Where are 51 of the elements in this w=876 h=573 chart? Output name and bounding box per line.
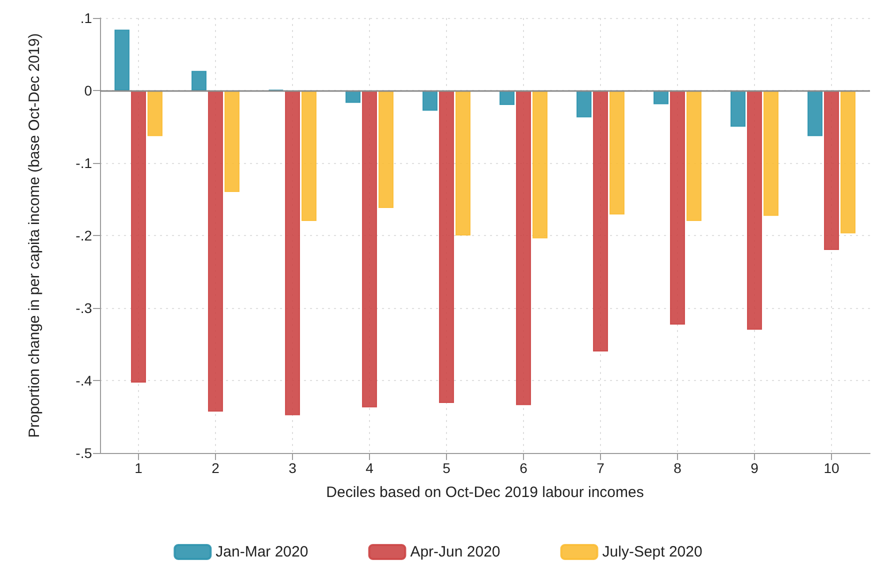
bar (208, 90, 223, 412)
bar (654, 90, 668, 104)
bar (686, 90, 702, 221)
bar (192, 70, 206, 90)
y-tick-label: -.2 (76, 228, 92, 244)
bar (747, 90, 762, 330)
bar (362, 90, 377, 408)
y-tick-label: -.3 (76, 300, 92, 316)
legend-label: Jan-Mar 2020 (216, 544, 308, 560)
bar (516, 90, 531, 406)
bar (824, 90, 839, 250)
bar (730, 90, 746, 127)
legend-label: July-Sept 2020 (602, 544, 702, 560)
bar (224, 90, 240, 192)
bar (808, 90, 822, 136)
x-tick-label: 9 (750, 460, 759, 476)
legend-label: Apr-Jun 2020 (410, 544, 500, 560)
bar (593, 90, 608, 352)
x-tick-label: 5 (442, 460, 451, 476)
bar (378, 90, 394, 208)
y-axis-title: Proportion change in per capita income (base Oct-Dec 2019) (26, 33, 43, 438)
bar (285, 90, 300, 416)
y-tick-label: .1 (80, 10, 92, 26)
bar (670, 90, 685, 325)
bar (500, 90, 514, 105)
y-tick-label: -.4 (76, 372, 92, 388)
y-tick-label: -.1 (76, 155, 92, 171)
bar (456, 90, 470, 236)
x-tick-label: 10 (824, 460, 840, 476)
bar (422, 90, 438, 111)
bar (840, 90, 856, 234)
x-tick-label: 1 (134, 460, 143, 476)
x-tick-label: 6 (520, 460, 528, 476)
bar (576, 90, 592, 118)
bar (131, 90, 146, 383)
x-tick-label: 7 (596, 460, 605, 476)
x-tick-label: 8 (674, 460, 682, 476)
bar (346, 90, 360, 103)
x-axis-title: Deciles based on Oct-Dec 2019 labour incomes (326, 484, 644, 501)
y-tick-label: -.5 (76, 445, 92, 461)
bar (148, 90, 162, 136)
y-tick-label: 0 (84, 82, 92, 98)
bar (610, 90, 624, 214)
bar (532, 90, 548, 238)
x-tick-label: 4 (366, 460, 374, 476)
bar (114, 30, 130, 90)
x-tick-label: 3 (288, 460, 297, 476)
x-tick-label: 2 (212, 460, 220, 476)
bar (439, 90, 454, 403)
bar (302, 90, 316, 221)
bar (764, 90, 778, 216)
